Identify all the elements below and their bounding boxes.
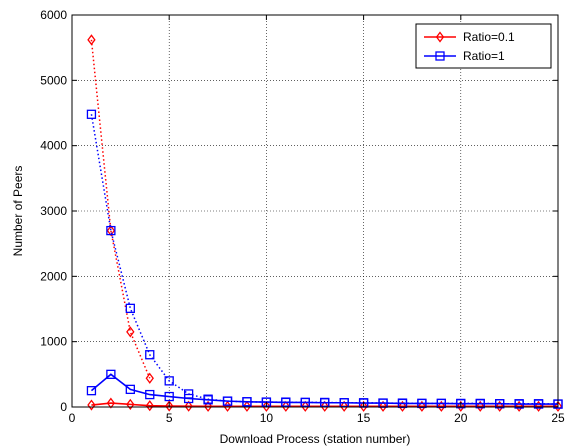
legend-marker: [435, 31, 445, 43]
data-point: [87, 399, 96, 411]
data-point: [184, 400, 193, 412]
y-tick-label: 4000: [40, 139, 67, 153]
x-axis-label: Download Process (station number): [220, 432, 411, 446]
data-point: [106, 369, 116, 379]
legend-box: [415, 23, 552, 69]
data-point: [281, 400, 291, 412]
legend-label: Ratio=1: [463, 49, 505, 63]
y-tick-label: 5000: [40, 73, 67, 87]
data-point: [87, 34, 96, 46]
data-point: [86, 386, 97, 396]
legend-marker: [435, 51, 445, 61]
data-point: [301, 400, 310, 412]
data-point: [203, 400, 213, 412]
data-point: [106, 397, 116, 409]
data-point: [164, 376, 174, 386]
data-point: [437, 400, 446, 412]
y-tick-label: 1000: [40, 335, 67, 349]
data-point: [475, 399, 485, 409]
data-point: [495, 400, 504, 412]
data-point: [126, 326, 135, 338]
y-tick-label: 2000: [40, 269, 67, 283]
data-point: [165, 400, 174, 412]
data-point: [417, 400, 427, 412]
solid-line: [90, 373, 558, 405]
data-point: [183, 393, 194, 404]
dotted-line: [90, 39, 151, 379]
data-point: [378, 400, 388, 412]
data-point: [320, 400, 329, 412]
data-point: [300, 397, 310, 408]
data-point: [514, 399, 524, 409]
data-point: [359, 400, 368, 412]
y-tick-label: 0: [60, 400, 67, 414]
data-point: [476, 400, 485, 412]
data-point: [281, 397, 291, 408]
axis-ticks: 0 5 10 15 20 25 0 1000 2000 3000 4000 5000 6000: [40, 8, 565, 425]
data-point: [339, 400, 349, 412]
data-point: [533, 399, 544, 409]
x-tick-label: 0: [69, 411, 76, 425]
y-axis-label: Number of Peers: [11, 166, 25, 257]
data-point: [126, 398, 135, 410]
legend: Ratio=0.1 Ratio=1: [415, 23, 552, 69]
data-point: [242, 400, 252, 412]
data-point: [242, 397, 252, 407]
data-point: [164, 391, 174, 402]
data-point: [86, 109, 97, 119]
data-point: [456, 399, 466, 409]
legend-label: Ratio=0.1: [463, 30, 515, 44]
data-point: [106, 225, 116, 236]
data-point: [203, 395, 213, 405]
data-point: [145, 350, 155, 360]
data-point: [145, 372, 154, 384]
data-point: [262, 400, 271, 412]
x-tick-label: 5: [166, 411, 173, 425]
data-point: [125, 303, 135, 313]
y-tick-label: 6000: [40, 8, 67, 22]
data-point: [398, 400, 407, 412]
x-tick-label: 20: [454, 411, 468, 425]
data-point: [125, 384, 135, 395]
data-point: [456, 400, 465, 412]
x-tick-label: 25: [551, 411, 565, 425]
data-point: [145, 400, 154, 412]
data-point: [495, 399, 505, 409]
y-tick-label: 3000: [40, 204, 67, 218]
grid: [72, 15, 558, 407]
x-tick-label: 10: [260, 411, 274, 425]
data-point: [145, 389, 155, 400]
x-tick-label: 15: [357, 411, 371, 425]
data-point: [222, 396, 233, 406]
